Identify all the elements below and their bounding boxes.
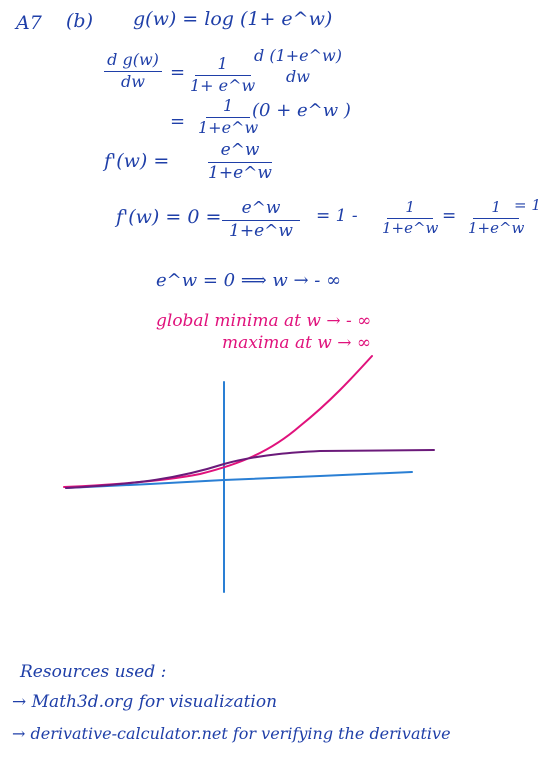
- resources-title: Resources used :: [20, 662, 167, 682]
- chain-rule-fraction: d (1+e^w) dw: [254, 46, 342, 86]
- resource-item-derivative-calculator: → derivative-calculator.net for verifyin…: [12, 724, 451, 743]
- final-fraction: 1 1+e^w: [468, 198, 525, 237]
- derivative-curve: [65, 449, 435, 489]
- function-definition: g(w) = log (1+ e^w): [133, 8, 333, 30]
- stationary-condition: f'(w) = 0 =: [116, 206, 222, 228]
- softplus-curve: [63, 355, 373, 488]
- one-over-fraction: 1 1+e^w: [198, 96, 259, 137]
- one-over-fraction: 1 1+ e^w: [190, 54, 256, 95]
- part-label: (b): [66, 10, 93, 32]
- dg-dw-fraction: d g(w) dw: [104, 51, 162, 91]
- equals-one: = 1: [514, 196, 541, 214]
- derivative-fraction: e^w 1+e^w: [208, 140, 272, 183]
- one-minus-term: = 1 -: [316, 206, 358, 226]
- question-label: A7: [16, 12, 42, 34]
- limit-statement: e^w = 0 ⟹ w → - ∞: [156, 270, 342, 291]
- maxima-conclusion: maxima at w → ∞: [222, 333, 372, 353]
- equals-sign: =: [170, 111, 186, 132]
- minima-conclusion: global minima at w → - ∞: [156, 311, 372, 331]
- resource-item-math3d: → Math3d.org for visualization: [12, 692, 278, 712]
- derivative-lhs: f'(w) =: [104, 150, 170, 172]
- derivative-term: (0 + e^w ): [252, 100, 351, 121]
- stationary-fraction: e^w 1+e^w: [222, 199, 300, 241]
- rewrite-fraction: 1 1+e^w: [382, 198, 439, 237]
- equals-sign: =: [170, 62, 186, 83]
- horizontal-axis: [65, 471, 413, 489]
- equals-sign: =: [442, 206, 457, 226]
